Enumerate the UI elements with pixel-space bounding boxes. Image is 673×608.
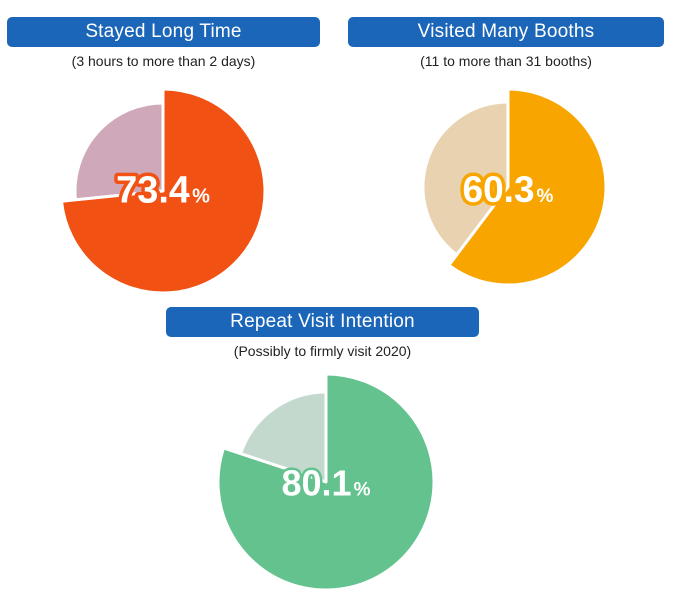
chart-subtitle-stayed-long-time: (3 hours to more than 2 days) (71, 53, 256, 69)
pie-chart-repeat-visit-intention: 80.1% (216, 372, 436, 592)
chart-title-repeat-visit-intention: Repeat Visit Intention (166, 307, 479, 337)
chart-subtitle-visited-many-booths: (11 to more than 31 booths) (420, 53, 592, 69)
data-label-visited-many-booths: 60.3% (463, 169, 554, 210)
pie-chart-stayed-long-time: 73.4% (60, 87, 267, 295)
data-label-stayed-long-time: 73.4% (116, 169, 210, 211)
chart-title-stayed-long-time: Stayed Long Time (7, 17, 320, 47)
chart-title-visited-many-booths: Visited Many Booths (348, 17, 664, 47)
pie-slice-main-stayed-long-time (60, 87, 267, 295)
pie-slice-remainder-visited-many-booths (421, 100, 510, 257)
pie-chart-visited-many-booths: 60.3% (421, 87, 608, 287)
pie-slice-remainder-stayed-long-time (73, 101, 165, 202)
pie-slice-main-visited-many-booths (447, 87, 608, 287)
data-label-repeat-visit-intention: 80.1% (282, 463, 371, 504)
chart-subtitle-repeat-visit-intention: (Possibly to firmly visit 2020) (233, 343, 412, 359)
pie-slice-main-repeat-visit-intention (216, 372, 436, 592)
